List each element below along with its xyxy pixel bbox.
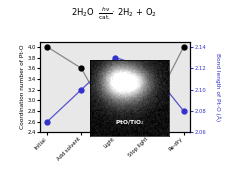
Y-axis label: Bond length of Pt-O (Å): Bond length of Pt-O (Å) [214, 53, 220, 121]
Text: PtO/TiO$_2$: PtO/TiO$_2$ [115, 118, 144, 127]
Text: 2H$_2$O  $\frac{h\nu}{\mathrm{cat.}}$· 2H$_2$ + O$_2$: 2H$_2$O $\frac{h\nu}{\mathrm{cat.}}$· 2H… [71, 6, 157, 22]
Y-axis label: Coordination number of Pt-O: Coordination number of Pt-O [20, 45, 25, 129]
